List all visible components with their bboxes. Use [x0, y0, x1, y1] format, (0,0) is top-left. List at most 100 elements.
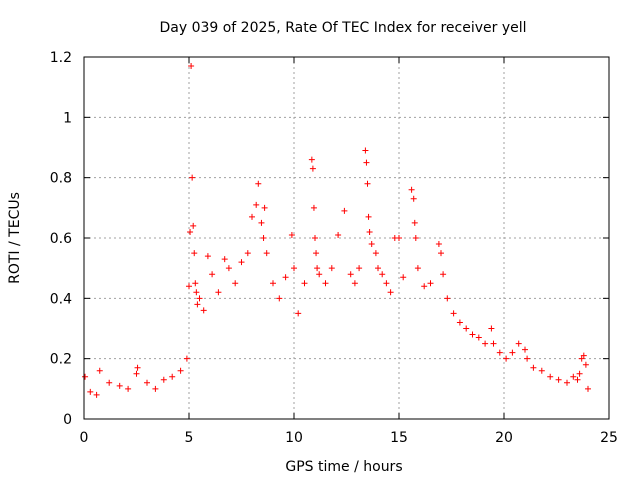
data-point	[496, 349, 503, 356]
data-point	[209, 271, 216, 278]
data-point	[196, 295, 203, 302]
data-point	[192, 280, 199, 287]
data-point	[93, 391, 100, 398]
data-point	[183, 355, 190, 362]
data-point	[365, 213, 372, 220]
data-point	[524, 355, 531, 362]
y-tick-label: 0.4	[50, 291, 72, 307]
data-point	[177, 367, 184, 374]
data-point	[375, 265, 381, 272]
data-point	[362, 147, 369, 154]
data-point	[530, 364, 537, 371]
data-point	[396, 235, 402, 241]
data-points	[82, 63, 591, 398]
data-point	[522, 346, 528, 353]
data-point	[310, 204, 317, 211]
data-point	[582, 361, 589, 368]
data-point	[328, 265, 335, 272]
data-point	[509, 349, 516, 356]
y-tick-label: 1.2	[50, 50, 72, 66]
data-point	[152, 385, 159, 392]
data-point	[133, 370, 140, 377]
data-point	[444, 295, 451, 302]
data-point	[204, 253, 211, 260]
data-point	[364, 180, 371, 187]
y-tick-label: 0	[63, 412, 72, 428]
x-tick-label: 25	[600, 430, 618, 446]
data-point	[253, 201, 260, 208]
data-point	[438, 250, 444, 257]
data-point	[463, 325, 470, 332]
data-point	[547, 373, 554, 380]
data-point	[190, 222, 197, 229]
data-point	[414, 265, 421, 272]
y-tick-label: 0.8	[50, 171, 72, 187]
data-point	[238, 259, 245, 266]
data-point	[387, 289, 394, 296]
data-point	[372, 250, 379, 257]
data-point	[191, 250, 198, 257]
data-point	[538, 367, 545, 374]
data-point	[347, 271, 354, 278]
data-point	[261, 204, 268, 211]
data-point	[440, 271, 447, 278]
axes: 0 5 10 15 20 25 0 0.2 0.4 0.6 0.8 1 1.2	[50, 50, 618, 446]
x-axis-label: GPS time / hours	[285, 459, 402, 475]
data-point	[276, 295, 283, 302]
data-point	[456, 319, 463, 326]
data-point	[570, 373, 577, 380]
data-point	[96, 367, 103, 374]
data-point	[308, 156, 315, 163]
data-point	[400, 274, 407, 281]
data-point	[282, 274, 289, 281]
data-point	[421, 283, 428, 290]
data-point	[515, 340, 522, 347]
data-point	[564, 379, 570, 386]
data-point	[309, 165, 316, 172]
data-point	[288, 231, 295, 238]
data-point	[379, 271, 386, 278]
x-tick-label: 20	[495, 430, 513, 446]
grid-lines	[84, 57, 609, 419]
data-point	[189, 174, 196, 181]
data-point	[255, 180, 262, 187]
data-point	[490, 340, 497, 347]
data-point	[469, 331, 476, 338]
data-point	[200, 307, 207, 314]
data-point	[249, 213, 255, 220]
data-point	[225, 265, 232, 272]
data-point	[356, 265, 363, 272]
data-point	[215, 289, 222, 296]
data-point	[258, 219, 265, 226]
data-point	[578, 355, 585, 362]
y-axis-label: ROTI / TECUs	[7, 192, 23, 284]
x-tick-label: 5	[185, 430, 194, 446]
data-point	[295, 310, 302, 317]
data-point	[410, 195, 417, 202]
data-point	[351, 280, 358, 287]
data-point	[291, 265, 297, 272]
data-point	[316, 271, 323, 278]
data-point	[244, 250, 251, 257]
chart-title: Day 039 of 2025, Rate Of TEC Index for r…	[159, 20, 526, 36]
data-point	[260, 235, 267, 241]
data-point	[169, 373, 176, 380]
data-point	[116, 382, 123, 389]
data-point	[335, 231, 342, 238]
data-point	[312, 235, 318, 241]
x-tick-label: 15	[390, 430, 408, 446]
data-point	[435, 241, 442, 248]
data-point	[503, 355, 510, 362]
y-tick-label: 0.2	[50, 352, 72, 368]
data-point	[363, 159, 370, 166]
data-point	[87, 388, 94, 395]
data-point	[383, 280, 390, 287]
data-point	[411, 219, 418, 226]
data-point	[576, 370, 583, 377]
x-tick-label: 10	[285, 430, 303, 446]
data-point	[322, 280, 329, 287]
data-point	[555, 376, 562, 383]
data-point	[270, 280, 276, 287]
y-tick-label: 0.6	[50, 231, 72, 247]
